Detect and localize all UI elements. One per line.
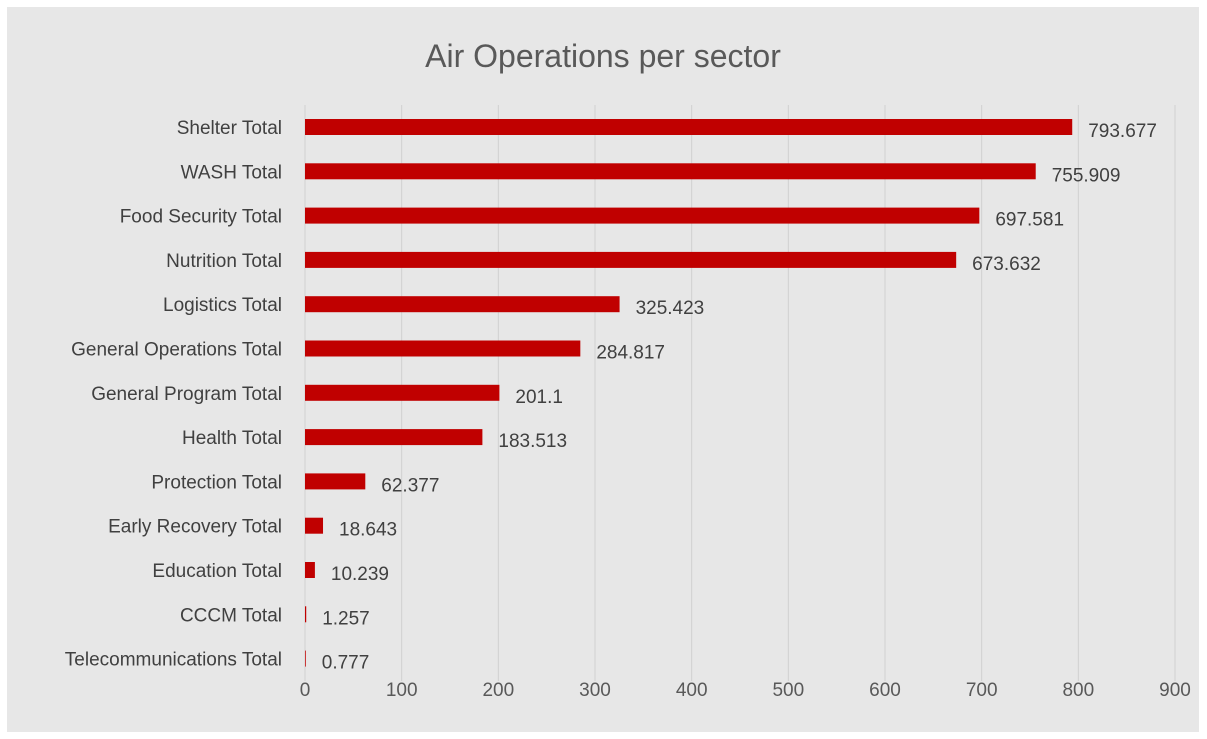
x-axis-tick-labels: 0 100 200 300 400 500 600 700 800 900 bbox=[300, 680, 1191, 701]
x-tick-label: 200 bbox=[482, 680, 514, 701]
chart-title: Air Operations per sector bbox=[425, 38, 781, 74]
x-tick-label: 800 bbox=[1062, 680, 1094, 701]
data-labels: 793.677 755.909 697.581 673.632 325.423 284.8… bbox=[322, 121, 1157, 674]
bar bbox=[305, 163, 1036, 180]
x-tick-label: 400 bbox=[676, 680, 708, 701]
bar bbox=[305, 119, 1073, 135]
gridlines bbox=[304, 105, 1176, 681]
x-tick-label: 700 bbox=[966, 680, 998, 701]
data-label: 0.777 bbox=[322, 653, 370, 674]
category-label: Nutrition Total bbox=[166, 251, 282, 272]
x-tick-label: 500 bbox=[772, 680, 804, 701]
data-label: 183.513 bbox=[498, 431, 567, 452]
chart-area: Air Operations per sector Shelter Total W… bbox=[7, 7, 1199, 732]
data-label: 284.817 bbox=[596, 343, 665, 364]
x-tick-label: 300 bbox=[579, 680, 611, 701]
bar bbox=[305, 650, 306, 667]
data-label: 10.239 bbox=[331, 564, 389, 585]
category-label: Food Security Total bbox=[120, 207, 282, 228]
data-label: 201.1 bbox=[515, 387, 563, 408]
bar bbox=[305, 207, 980, 224]
category-label: Education Total bbox=[152, 561, 282, 582]
data-label: 697.581 bbox=[995, 210, 1064, 231]
bar bbox=[305, 340, 581, 357]
category-labels: Shelter Total WASH Total Food Security Tot… bbox=[65, 118, 282, 671]
bars bbox=[305, 119, 1073, 667]
data-label: 673.632 bbox=[972, 254, 1041, 275]
category-label: Telecommunications Total bbox=[65, 650, 282, 671]
x-tick-label: 900 bbox=[1159, 680, 1191, 701]
category-label: Logistics Total bbox=[163, 295, 282, 316]
data-label: 62.377 bbox=[381, 475, 439, 496]
bar bbox=[305, 429, 483, 446]
bar-chart: Air Operations per sector Shelter Total W… bbox=[65, 38, 1191, 701]
category-label: Health Total bbox=[182, 428, 282, 449]
bar bbox=[305, 384, 500, 401]
category-label: General Operations Total bbox=[71, 340, 282, 361]
data-label: 1.257 bbox=[322, 608, 370, 629]
bar bbox=[305, 517, 324, 534]
bar bbox=[305, 606, 307, 623]
category-label: CCCM Total bbox=[180, 605, 282, 626]
category-label: Protection Total bbox=[151, 472, 282, 493]
data-label: 755.909 bbox=[1052, 165, 1121, 186]
bar bbox=[305, 562, 315, 578]
bar bbox=[305, 296, 620, 313]
category-label: WASH Total bbox=[181, 162, 282, 183]
data-label: 325.423 bbox=[636, 298, 705, 319]
category-label: General Program Total bbox=[91, 384, 282, 405]
category-label: Shelter Total bbox=[177, 118, 282, 139]
x-tick-label: 0 bbox=[300, 680, 311, 701]
x-tick-label: 100 bbox=[386, 680, 418, 701]
bar bbox=[305, 251, 957, 268]
data-label: 18.643 bbox=[339, 520, 397, 541]
bar bbox=[305, 473, 366, 490]
data-label: 793.677 bbox=[1088, 121, 1157, 142]
category-label: Early Recovery Total bbox=[108, 517, 282, 538]
x-tick-label: 600 bbox=[869, 680, 901, 701]
